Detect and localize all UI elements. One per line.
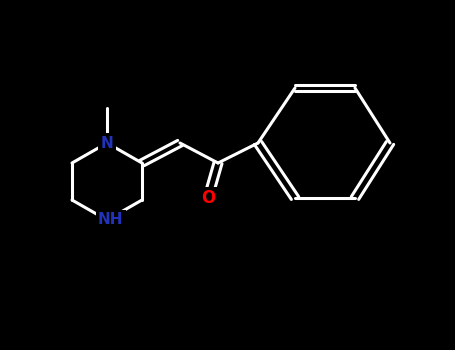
Text: O: O xyxy=(201,189,215,207)
Text: N: N xyxy=(101,135,113,150)
Text: NH: NH xyxy=(98,212,123,228)
